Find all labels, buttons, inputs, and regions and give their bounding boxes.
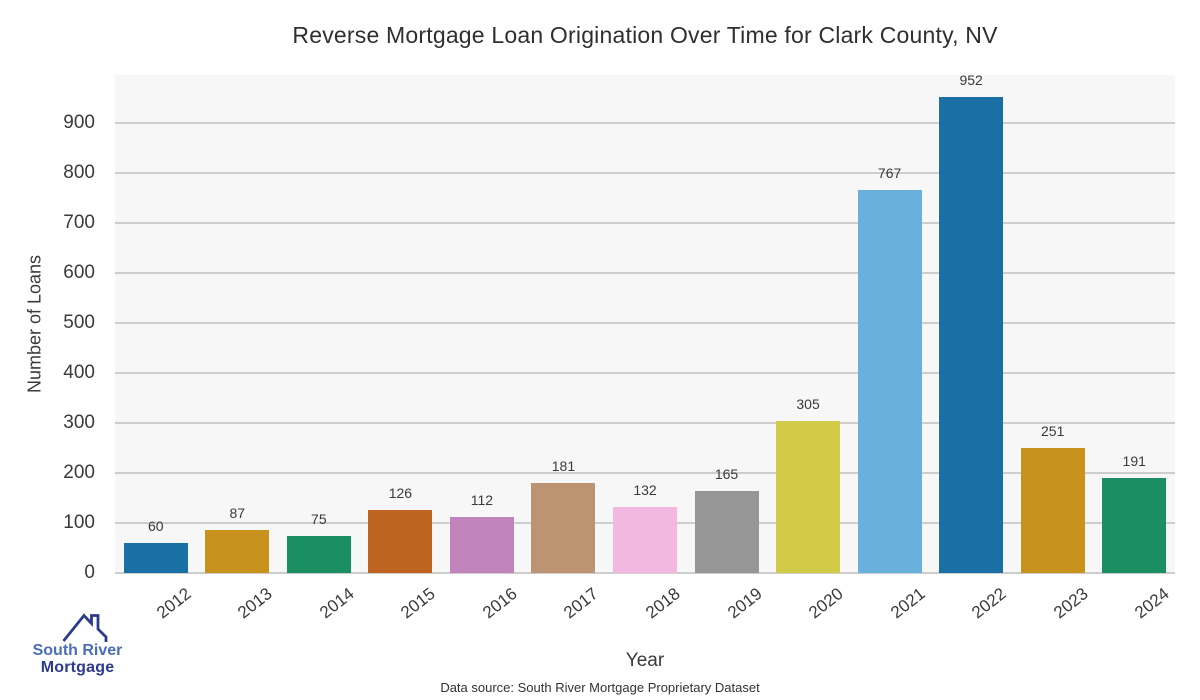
bar-value-label-2017: 181 (551, 457, 576, 474)
bar-2012 (123, 543, 188, 573)
bar-2021 (857, 189, 922, 573)
y-tick-label-0: 0 (84, 562, 95, 583)
x-tick-label-2022: 2022 (968, 584, 1010, 623)
bar-value-label-2015: 126 (388, 485, 413, 501)
y-tick-label-300: 300 (63, 412, 95, 433)
x-tick-label-2019: 2019 (723, 584, 766, 623)
x-tick-label-2021: 2021 (886, 584, 929, 623)
x-axis-title: Year (625, 650, 665, 671)
gridline-0 (115, 572, 1175, 574)
bar-value-label-2012: 60 (147, 518, 164, 534)
x-tick-label-2023: 2023 (1049, 584, 1092, 623)
x-tick-label-2013: 2013 (234, 584, 276, 623)
logo-text-line2: Mortgage (40, 658, 115, 676)
y-tick-label-700: 700 (63, 212, 95, 233)
gridline-800 (115, 172, 1175, 174)
house-roof-icon (62, 613, 108, 642)
gridline-500 (115, 322, 1175, 324)
company-logo: South River Mortgage (10, 612, 145, 677)
data-source-note: Data source: South River Mortgage Propri… (440, 680, 760, 695)
bar-2013 (205, 529, 270, 573)
bar-2018 (613, 507, 677, 573)
bar-2023 (1020, 447, 1085, 573)
x-tick-label-2014: 2014 (316, 584, 358, 623)
bar-value-label-2016: 112 (470, 492, 494, 508)
x-tick-label-2017: 2017 (560, 584, 603, 623)
y-tick-label-900: 900 (63, 112, 95, 133)
bar-2016 (449, 517, 514, 573)
bar-2022 (939, 97, 1004, 573)
logo-text-line1: South River (32, 642, 123, 659)
x-tick-label-2015: 2015 (397, 584, 440, 623)
bar-value-label-2018: 132 (633, 482, 657, 498)
y-tick-label-400: 400 (63, 362, 95, 383)
bar-value-label-2019: 165 (714, 465, 739, 482)
y-tick-label-500: 500 (63, 312, 95, 333)
x-tick-label-2020: 2020 (805, 584, 847, 623)
gridline-900 (115, 122, 1175, 124)
y-tick-label-100: 100 (63, 512, 95, 533)
y-tick-label-600: 600 (63, 262, 95, 283)
bar-value-label-2023: 251 (1041, 422, 1065, 439)
gridline-200 (115, 472, 1175, 474)
bar-2020 (776, 420, 841, 573)
y-tick-label-200: 200 (63, 462, 95, 483)
chart-title: Reverse Mortgage Loan Origination Over T… (292, 22, 998, 48)
bar-value-label-2014: 75 (311, 510, 327, 527)
bar-value-label-2013: 87 (229, 504, 246, 521)
bar-2015 (368, 510, 433, 573)
x-tick-label-2018: 2018 (642, 584, 684, 623)
bar-value-label-2020: 305 (796, 395, 820, 412)
bar-value-label-2021: 767 (877, 164, 902, 181)
bar-2019 (694, 490, 759, 573)
gridline-300 (115, 422, 1175, 424)
x-tick-label-2016: 2016 (479, 584, 521, 623)
y-tick-label-800: 800 (63, 162, 95, 183)
bar-2024 (1102, 477, 1167, 573)
plot-area: 60 87 75 126 112 181 132 165 305 767 952 251 191 (115, 72, 1175, 574)
bar-value-label-2022: 952 (959, 72, 983, 88)
bar-value-label-2024: 191 (1122, 452, 1146, 469)
gridline-700 (115, 222, 1175, 224)
bar-2017 (531, 482, 596, 573)
bar-2014 (286, 535, 351, 573)
gridline-600 (115, 272, 1175, 274)
gridline-400 (115, 372, 1175, 374)
x-tick-label-2024: 2024 (1131, 584, 1173, 623)
